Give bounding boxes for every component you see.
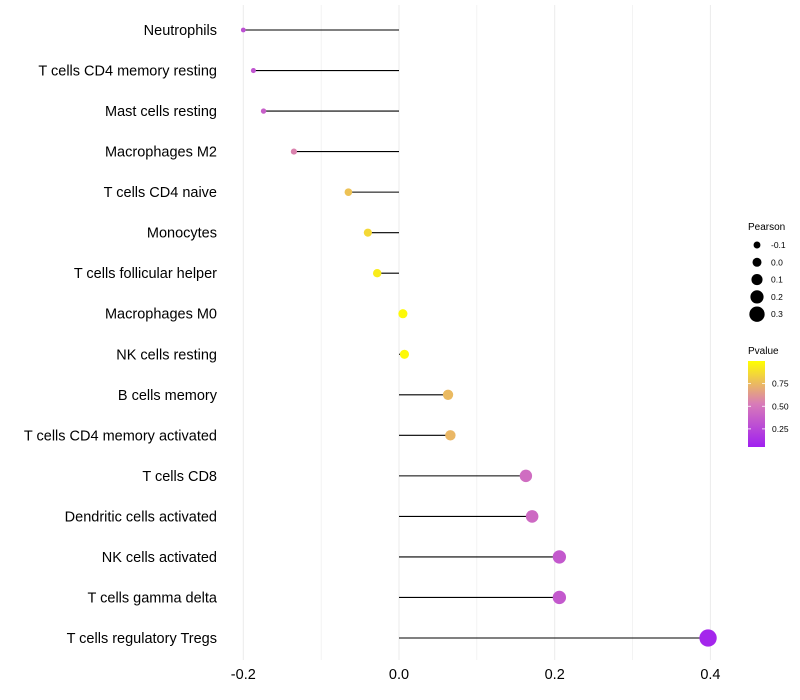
data-point <box>240 27 246 33</box>
pearson-legend-key <box>751 274 763 286</box>
y-axis-label: NK cells resting <box>116 347 217 363</box>
data-point <box>398 309 408 319</box>
stems <box>243 29 709 639</box>
pvalue-legend-label: 0.25 <box>772 424 789 434</box>
y-axis-label: T cells CD4 memory resting <box>38 64 217 80</box>
data-point <box>372 268 382 278</box>
data-point <box>442 389 454 400</box>
pearson-legend-label: 0.1 <box>771 275 783 285</box>
grid-lines <box>242 5 711 660</box>
data-point <box>552 550 567 564</box>
y-axis-label: Macrophages M2 <box>105 145 217 161</box>
x-tick-label: 0.4 <box>700 667 720 683</box>
data-point <box>699 629 717 647</box>
x-tick-label: -0.2 <box>231 667 256 683</box>
pvalue-colorbar <box>748 361 765 447</box>
x-tick-label: 0.0 <box>389 667 409 683</box>
x-axis-ticks: -0.2 0.0 0.2 0.4 <box>231 667 721 683</box>
pearson-legend-label: 0.0 <box>771 257 783 267</box>
pearson-legend-key <box>750 290 764 304</box>
data-point <box>363 228 372 237</box>
y-axis-label: Neutrophils <box>144 23 217 39</box>
y-axis-label: T cells CD4 memory activated <box>24 428 217 444</box>
x-tick-label: 0.2 <box>545 667 565 683</box>
y-axis-label: T cells follicular helper <box>74 266 217 282</box>
data-point <box>525 510 539 523</box>
pvalue-legend-label: 0.50 <box>772 401 789 411</box>
y-axis-label: NK cells activated <box>102 550 217 566</box>
pearson-legend: Pearson -0.1 0.0 0.1 0.2 0.3 <box>748 222 786 322</box>
pearson-legend-label: 0.3 <box>771 309 783 319</box>
data-point <box>445 430 456 441</box>
points <box>240 27 717 647</box>
y-axis-labels: Neutrophils T cells CD4 memory resting Mas… <box>24 23 218 647</box>
y-axis-label: T cells regulatory Tregs <box>67 631 217 647</box>
y-axis-label: T cells CD4 naive <box>104 185 217 201</box>
pearson-legend-title: Pearson <box>748 222 785 233</box>
y-axis-label: Dendritic cells activated <box>65 509 217 525</box>
data-point <box>519 469 533 483</box>
pvalue-legend-label: 0.75 <box>772 379 789 389</box>
y-axis-label: T cells CD8 <box>142 469 217 485</box>
y-axis-label: Macrophages M0 <box>105 307 217 323</box>
y-axis-label: T cells gamma delta <box>88 590 218 606</box>
y-axis-label: B cells memory <box>118 388 218 404</box>
pearson-legend-label: 0.2 <box>771 292 783 302</box>
pearson-legend-label: -0.1 <box>771 240 786 250</box>
data-point <box>344 188 353 196</box>
pearson-legend-key <box>752 257 762 267</box>
pearson-legend-key <box>749 306 765 322</box>
data-point <box>260 108 267 114</box>
pvalue-legend-title: Pvalue <box>748 346 779 357</box>
data-point <box>399 349 410 359</box>
y-axis-label: Mast cells resting <box>105 104 217 120</box>
y-axis-label: Monocytes <box>147 226 217 242</box>
pvalue-legend: Pvalue 0.75 0.50 0.25 <box>748 346 789 447</box>
data-point <box>552 590 567 605</box>
pearson-legend-key <box>753 241 761 249</box>
data-point <box>250 67 256 74</box>
data-point <box>290 148 297 155</box>
